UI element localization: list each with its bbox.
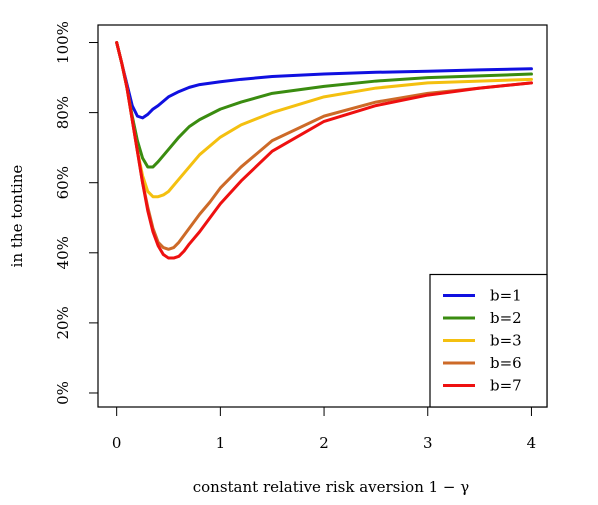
x-tick-label: 2	[319, 434, 329, 452]
y-tick-label: 80%	[54, 96, 72, 129]
y-axis-title: in the tontine	[8, 165, 26, 268]
legend-label: b=6	[490, 354, 522, 372]
legend: b=1 b=2 b=3 b=6 b=7	[429, 273, 548, 408]
series-line-b-1	[115, 41, 533, 120]
x-tick-label: 0	[112, 434, 122, 452]
series-line-b-3	[115, 41, 533, 199]
series-line-b-7	[115, 41, 533, 260]
x-axis-title: constant relative risk aversion 1 − γ	[193, 478, 470, 496]
y-tick-label: 100%	[54, 21, 72, 64]
x-tick-label: 1	[216, 434, 226, 452]
x-axis: 0 1 2 3 4	[112, 406, 537, 452]
legend-label: b=1	[490, 287, 522, 305]
legend-label: b=2	[490, 309, 522, 327]
y-tick-label: 40%	[54, 236, 72, 269]
y-tick-label: 0%	[54, 381, 72, 405]
series-layer	[115, 41, 533, 260]
legend-label: b=7	[490, 377, 522, 395]
series-line-b-2	[115, 41, 533, 169]
x-tick-label: 4	[527, 434, 537, 452]
y-axis: 0% 20% 40% 60% 80% 100%	[54, 21, 99, 405]
y-tick-label: 20%	[54, 306, 72, 339]
y-tick-label: 60%	[54, 166, 72, 199]
legend-label: b=3	[490, 332, 522, 350]
x-tick-label: 3	[423, 434, 433, 452]
